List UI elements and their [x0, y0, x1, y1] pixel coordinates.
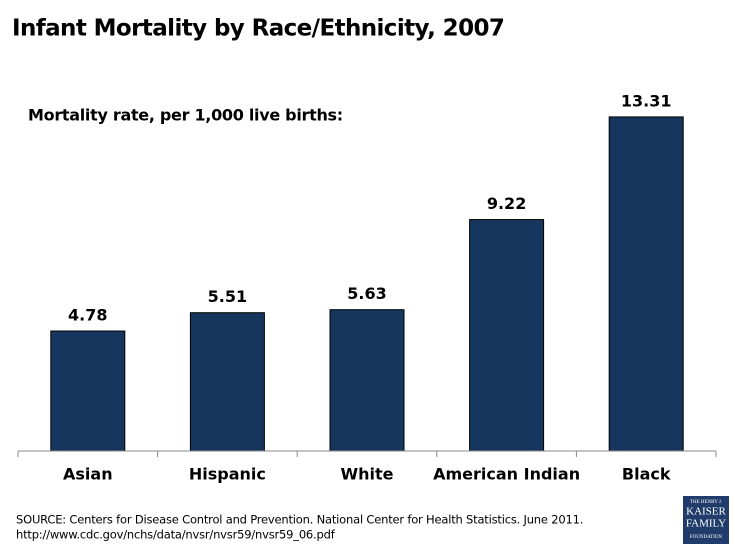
x-tick-label: White: [340, 465, 393, 484]
x-tick-label: American Indian: [433, 465, 580, 484]
x-tick-label: Black: [622, 465, 671, 484]
logo-text: FOUNDATION: [690, 535, 723, 540]
logo-text: FAMILY: [686, 518, 726, 530]
chart-subtitle: Mortality rate, per 1,000 live births:: [28, 106, 343, 125]
logo-text: THE HENRY J.: [690, 500, 722, 505]
logo-box: [683, 496, 729, 544]
value-label: 5.63: [347, 284, 386, 303]
logo: THE HENRY J. KAISER FAMILY FOUNDATION: [683, 496, 729, 544]
value-label: 5.51: [208, 287, 247, 306]
source-line: SOURCE: Centers for Disease Control and …: [16, 513, 583, 527]
value-label: 13.31: [621, 91, 672, 110]
value-label: 4.78: [68, 306, 107, 325]
source-line: http://www.cdc.gov/nchs/data/nvsr/nvsr59…: [16, 528, 336, 542]
value-label: 9.22: [487, 194, 526, 213]
bar: [469, 219, 545, 452]
bar: [50, 330, 126, 452]
chart-title: Infant Mortality by Race/Ethnicity, 2007: [12, 16, 504, 42]
logo-text: KAISER: [686, 506, 726, 518]
bar: [608, 116, 684, 452]
bar: [329, 309, 405, 452]
x-tick-label: Asian: [63, 465, 113, 484]
bar: [189, 312, 265, 452]
x-tick-label: Hispanic: [189, 465, 266, 484]
